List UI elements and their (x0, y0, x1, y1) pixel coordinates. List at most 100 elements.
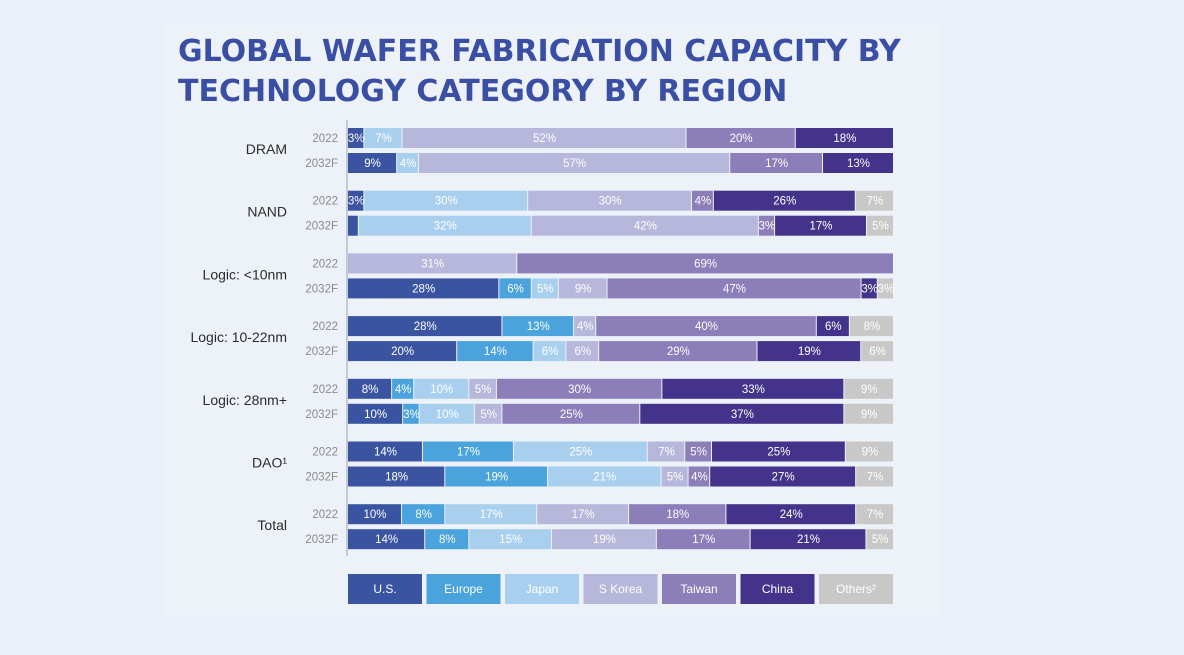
bar-data-label: 10% (436, 409, 459, 421)
bar-segment-u-s (348, 529, 425, 550)
group-label-dram: DRAM (246, 141, 287, 157)
bar-data-label: 25% (569, 447, 592, 459)
bar-segment-europe (422, 441, 513, 462)
bar-data-label: 15% (499, 534, 522, 546)
bar-data-label: 33% (742, 384, 765, 396)
bar-segment-s-korea (537, 504, 629, 525)
bar-segment-japan (548, 466, 661, 487)
bar-data-label: 7% (867, 509, 884, 521)
bar-segment-china (640, 403, 844, 424)
bar-segment-u-s (348, 153, 397, 173)
bar-data-label: 31% (421, 258, 444, 270)
row-year-label: 2022 (312, 321, 338, 333)
bar-segment-u-s (348, 278, 499, 299)
bar-segment-china (823, 153, 893, 173)
bar-data-label: 3% (878, 283, 895, 295)
bar-segment-japan (358, 215, 531, 236)
bar-data-label: 5% (690, 447, 707, 459)
bar-data-label: 17% (480, 509, 503, 521)
bar-segment-japan (445, 504, 537, 525)
bar-segment-others (866, 215, 893, 236)
chart-bars: DRAM 2022 3% 7% 52% 20% 18% 2032F 9% 4% 57% 17% 13% N… (190, 120, 894, 556)
legend-label-europe: Europe (444, 582, 483, 596)
bar-data-label: 5% (480, 409, 497, 421)
bar-segment-s-korea (348, 253, 517, 274)
bar-segment-taiwan (599, 341, 757, 362)
bar-data-label: 14% (374, 447, 397, 459)
bar-data-label: 14% (484, 346, 507, 358)
bar-data-label: 5% (537, 283, 554, 295)
bar-segment-others (844, 378, 893, 399)
bar-segment-japan (419, 403, 474, 424)
legend-swatch-s-korea (583, 574, 658, 604)
bar-segment-taiwan (656, 529, 750, 550)
chart-legend: U.S. Europe Japan S Korea Taiwan China Others² (348, 574, 893, 604)
bar-segment-s-korea (661, 466, 688, 487)
bar-segment-s-korea (402, 128, 686, 148)
bar-segment-others (877, 278, 893, 299)
bar-segment-china (775, 215, 866, 236)
bar-data-label: 13% (527, 321, 550, 333)
bar-segment-europe (457, 341, 533, 362)
legend-swatch-others (819, 574, 893, 604)
bar-data-label: 9% (861, 384, 878, 396)
bar-data-label: 17% (572, 509, 595, 521)
bar-segment-taiwan (688, 466, 710, 487)
bar-data-label: 25% (767, 447, 790, 459)
bar-data-label: 3% (861, 283, 878, 295)
bar-segment-japan (469, 529, 552, 550)
legend-swatch-u-s (348, 574, 422, 604)
bar-segment-s-korea (552, 529, 656, 550)
group-label-logic-28nm: Logic: 28nm+ (203, 392, 287, 408)
bar-segment-u-s (348, 341, 457, 362)
bar-data-label: 4% (577, 321, 594, 333)
bar-data-label: 17% (457, 447, 480, 459)
bar-data-label: 10% (364, 409, 387, 421)
bar-data-label: 21% (593, 472, 616, 484)
row-year-label: 2022 (312, 447, 338, 459)
bar-segment-china (861, 278, 877, 299)
bar-segment-u-s (348, 504, 402, 525)
bar-segment-taiwan (686, 128, 795, 148)
legend-swatch-taiwan (662, 574, 736, 604)
bar-segment-s-korea (474, 403, 502, 424)
bar-segment-taiwan (730, 153, 823, 173)
row-year-label: 2022 (312, 384, 338, 396)
bar-data-label: 24% (780, 509, 803, 521)
bar-data-label: 28% (414, 321, 437, 333)
bar-segment-china (750, 529, 866, 550)
bar-segment-taiwan (685, 441, 711, 462)
legend-swatch-china (740, 574, 815, 604)
bar-data-label: 19% (593, 534, 616, 546)
row-year-label: 2022 (312, 196, 338, 208)
bar-data-label: 30% (599, 196, 622, 208)
bar-segment-europe (445, 466, 548, 487)
bar-segment-others (855, 190, 893, 211)
bar-data-label: 20% (730, 133, 753, 145)
bar-data-label: 9% (861, 409, 878, 421)
bar-segment-s-korea (528, 190, 691, 211)
bar-data-label: 5% (475, 384, 492, 396)
legend-label-u-s: U.S. (373, 582, 396, 596)
bar-data-label: 19% (798, 346, 821, 358)
bar-segment-s-korea (566, 341, 599, 362)
bar-data-label: 14% (375, 534, 398, 546)
bar-data-label: 5% (872, 221, 889, 233)
bar-data-label: 8% (439, 534, 456, 546)
bar-data-label: 32% (434, 221, 457, 233)
group-label-logic-10-22nm: Logic: 10-22nm (190, 329, 287, 345)
bar-data-label: 3% (403, 409, 420, 421)
bar-data-label: 9% (364, 158, 381, 170)
bar-data-label: 17% (810, 221, 833, 233)
legend-label-china: China (762, 582, 794, 596)
bar-data-label: 3% (348, 196, 365, 208)
row-year-label: 2022 (312, 133, 338, 145)
row-year-label: 2032F (305, 158, 338, 170)
legend-swatch-europe (426, 574, 501, 604)
bar-segment-japan (364, 128, 402, 148)
legend-label-others: Others² (836, 582, 876, 596)
bar-segment-europe (392, 378, 414, 399)
bar-data-label: 7% (658, 447, 675, 459)
bar-segment-u-s (348, 441, 422, 462)
bar-data-label: 17% (692, 534, 715, 546)
